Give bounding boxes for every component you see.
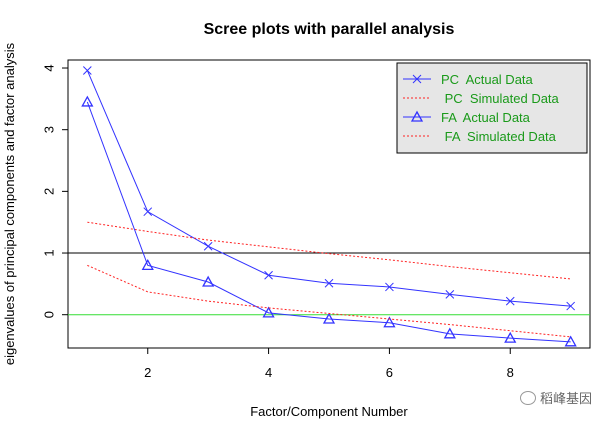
data-point [504,331,517,343]
chart-title: Scree plots with parallel analysis [204,21,455,38]
data-point [383,316,396,328]
data-point [81,95,94,107]
legend-marker [412,74,422,84]
data-point [322,312,336,324]
data-point [143,207,153,217]
x-tick-label: 6 [386,365,393,380]
legend-label: PC Simulated Data [441,91,560,106]
legend-marker [410,110,424,122]
x-tick-label: 2 [144,365,151,380]
data-point [202,275,215,287]
data-point [445,289,455,299]
data-point [566,301,576,311]
plot-frame [67,59,591,349]
data-point [443,327,456,339]
y-tick-label: 1 [41,249,56,256]
series-line-3 [87,264,571,338]
legend-label: PC Actual Data [441,72,534,87]
watermark-text: 稻峰基因 [539,392,592,407]
legend [396,62,588,154]
data-point [82,66,92,75]
data-point [262,306,275,318]
x-axis-label: Factor/Component Number [250,404,408,419]
y-tick-label: 2 [41,188,56,195]
data-point [564,335,577,347]
y-tick-label: 3 [41,126,56,133]
watermark: 稻峰基因 [519,388,592,407]
data-point [324,278,334,288]
data-point [141,259,154,271]
x-tick-label: 4 [265,365,272,380]
y-tick-label: 0 [41,311,56,318]
data-point [203,241,213,251]
data-point [385,282,394,292]
x-tick-label: 8 [507,365,514,380]
series-line-2 [86,101,571,343]
legend-label: FA Simulated Data [441,129,557,144]
y-tick-label: 4 [41,64,56,71]
data-point [264,270,273,280]
y-axis-label: eigenvalues of principal components and … [2,42,17,365]
legend-label: FA Actual Data [441,110,531,125]
wechat-icon [519,390,536,405]
data-point [505,296,515,306]
series-line-1 [87,221,571,280]
